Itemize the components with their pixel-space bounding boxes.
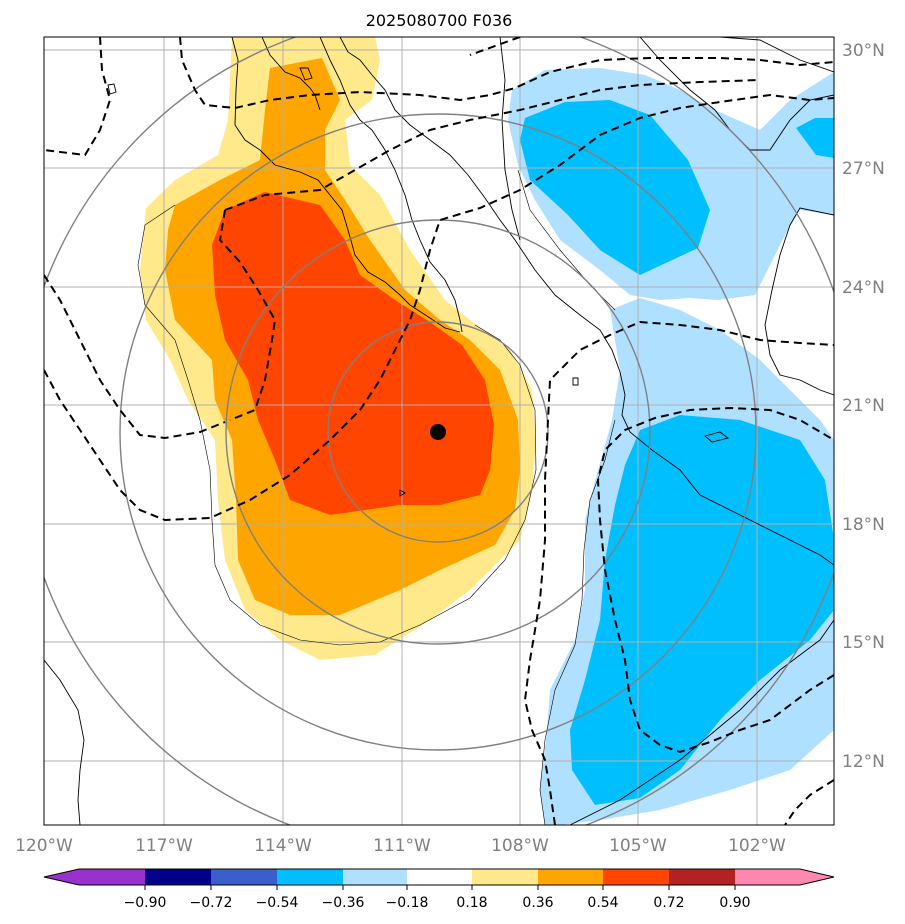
colorbar-bin bbox=[343, 869, 407, 885]
lat-label: 15°N bbox=[842, 633, 885, 653]
colorbar-tick-label: 0.18 bbox=[456, 895, 487, 911]
colorbar-tick-label: 0.36 bbox=[522, 895, 553, 911]
colorbar-outline bbox=[43, 868, 835, 886]
colorbar-max-extend bbox=[800, 869, 834, 885]
map-title: 2025080700 F036 bbox=[366, 11, 513, 30]
colorbar-bin bbox=[277, 869, 343, 885]
colorbar-bin bbox=[211, 869, 277, 885]
colorbar-bin bbox=[669, 869, 735, 885]
lon-label: 111°W bbox=[373, 836, 431, 856]
colorbar-bin bbox=[603, 869, 669, 885]
colorbar-tick-label: −0.36 bbox=[322, 895, 365, 911]
dashed-contours bbox=[44, 37, 834, 825]
storm-center-marker bbox=[430, 424, 446, 440]
lon-label: 108°W bbox=[491, 836, 549, 856]
lon-label: 105°W bbox=[609, 836, 667, 856]
colorbar: −0.90 −0.72 −0.54 −0.36 −0.18 0.18 0.36 … bbox=[43, 868, 835, 911]
colorbar-tick-label: 0.90 bbox=[719, 895, 750, 911]
colorbar-bin bbox=[407, 869, 472, 885]
colorbar-bin bbox=[79, 869, 145, 885]
colorbar-bin bbox=[735, 869, 800, 885]
lat-label: 12°N bbox=[842, 752, 885, 772]
colorbar-tick-label: 0.72 bbox=[653, 895, 684, 911]
colorbar-tick-label: −0.72 bbox=[190, 895, 233, 911]
gridlines bbox=[44, 37, 834, 825]
lat-label: 30°N bbox=[842, 41, 885, 61]
lat-label: 18°N bbox=[842, 515, 885, 535]
colorbar-tick-label: −0.90 bbox=[124, 895, 167, 911]
colorbar-tick-label: 0.54 bbox=[587, 895, 618, 911]
lat-label: 21°N bbox=[842, 396, 885, 416]
colorbar-bin bbox=[472, 869, 538, 885]
colorbar-min-extend bbox=[44, 869, 79, 885]
negative-anomaly-northeast-mid bbox=[520, 100, 710, 275]
lat-label: 27°N bbox=[842, 159, 885, 179]
colorbar-bin bbox=[145, 869, 211, 885]
lon-label: 117°W bbox=[135, 836, 193, 856]
lon-label: 102°W bbox=[728, 836, 786, 856]
colorbar-tick-label: −0.54 bbox=[256, 895, 299, 911]
colorbar-bin bbox=[538, 869, 603, 885]
colorbar-tick-label: −0.18 bbox=[386, 895, 429, 911]
latitude-labels: 30°N 27°N 24°N 21°N 18°N 15°N 12°N bbox=[842, 41, 885, 772]
negative-anomaly-northeast-corner bbox=[796, 118, 834, 158]
longitude-labels: 120°W 117°W 114°W 111°W 108°W 105°W 102°… bbox=[15, 836, 786, 856]
lon-label: 114°W bbox=[254, 836, 312, 856]
lon-label: 120°W bbox=[15, 836, 73, 856]
lat-label: 24°N bbox=[842, 278, 885, 298]
map-panel bbox=[44, 37, 834, 825]
map-frame bbox=[43, 36, 835, 826]
range-rings bbox=[44, 37, 834, 825]
